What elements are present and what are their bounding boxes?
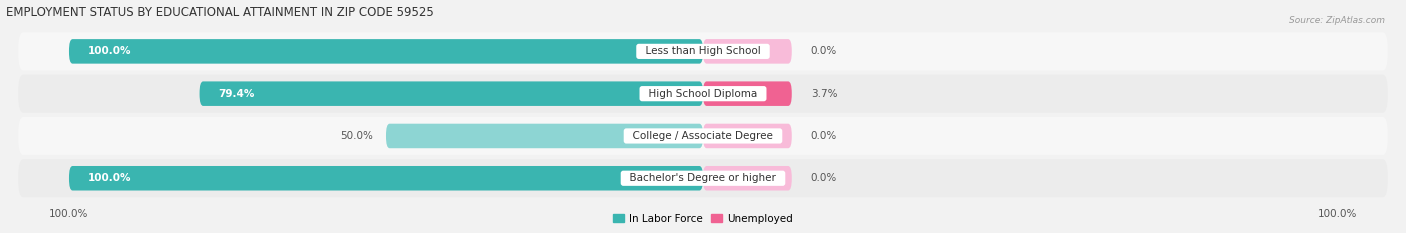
- Text: Bachelor's Degree or higher: Bachelor's Degree or higher: [623, 173, 783, 183]
- FancyBboxPatch shape: [18, 159, 1388, 197]
- Legend: In Labor Force, Unemployed: In Labor Force, Unemployed: [609, 209, 797, 228]
- Text: 0.0%: 0.0%: [811, 46, 837, 56]
- FancyBboxPatch shape: [703, 81, 792, 106]
- Text: 100.0%: 100.0%: [89, 46, 132, 56]
- FancyBboxPatch shape: [703, 124, 792, 148]
- FancyBboxPatch shape: [69, 39, 703, 64]
- Text: 0.0%: 0.0%: [811, 173, 837, 183]
- FancyBboxPatch shape: [703, 39, 792, 64]
- Text: 79.4%: 79.4%: [218, 89, 254, 99]
- FancyBboxPatch shape: [18, 117, 1388, 155]
- Text: 50.0%: 50.0%: [340, 131, 374, 141]
- FancyBboxPatch shape: [69, 166, 703, 191]
- Text: 3.7%: 3.7%: [811, 89, 838, 99]
- Text: College / Associate Degree: College / Associate Degree: [626, 131, 780, 141]
- Text: 0.0%: 0.0%: [811, 131, 837, 141]
- FancyBboxPatch shape: [387, 124, 703, 148]
- FancyBboxPatch shape: [703, 166, 792, 191]
- Text: Less than High School: Less than High School: [638, 46, 768, 56]
- Text: 100.0%: 100.0%: [89, 173, 132, 183]
- Text: High School Diploma: High School Diploma: [643, 89, 763, 99]
- FancyBboxPatch shape: [200, 81, 703, 106]
- FancyBboxPatch shape: [18, 75, 1388, 113]
- FancyBboxPatch shape: [18, 32, 1388, 70]
- Text: Source: ZipAtlas.com: Source: ZipAtlas.com: [1289, 16, 1385, 25]
- Text: EMPLOYMENT STATUS BY EDUCATIONAL ATTAINMENT IN ZIP CODE 59525: EMPLOYMENT STATUS BY EDUCATIONAL ATTAINM…: [6, 6, 433, 19]
